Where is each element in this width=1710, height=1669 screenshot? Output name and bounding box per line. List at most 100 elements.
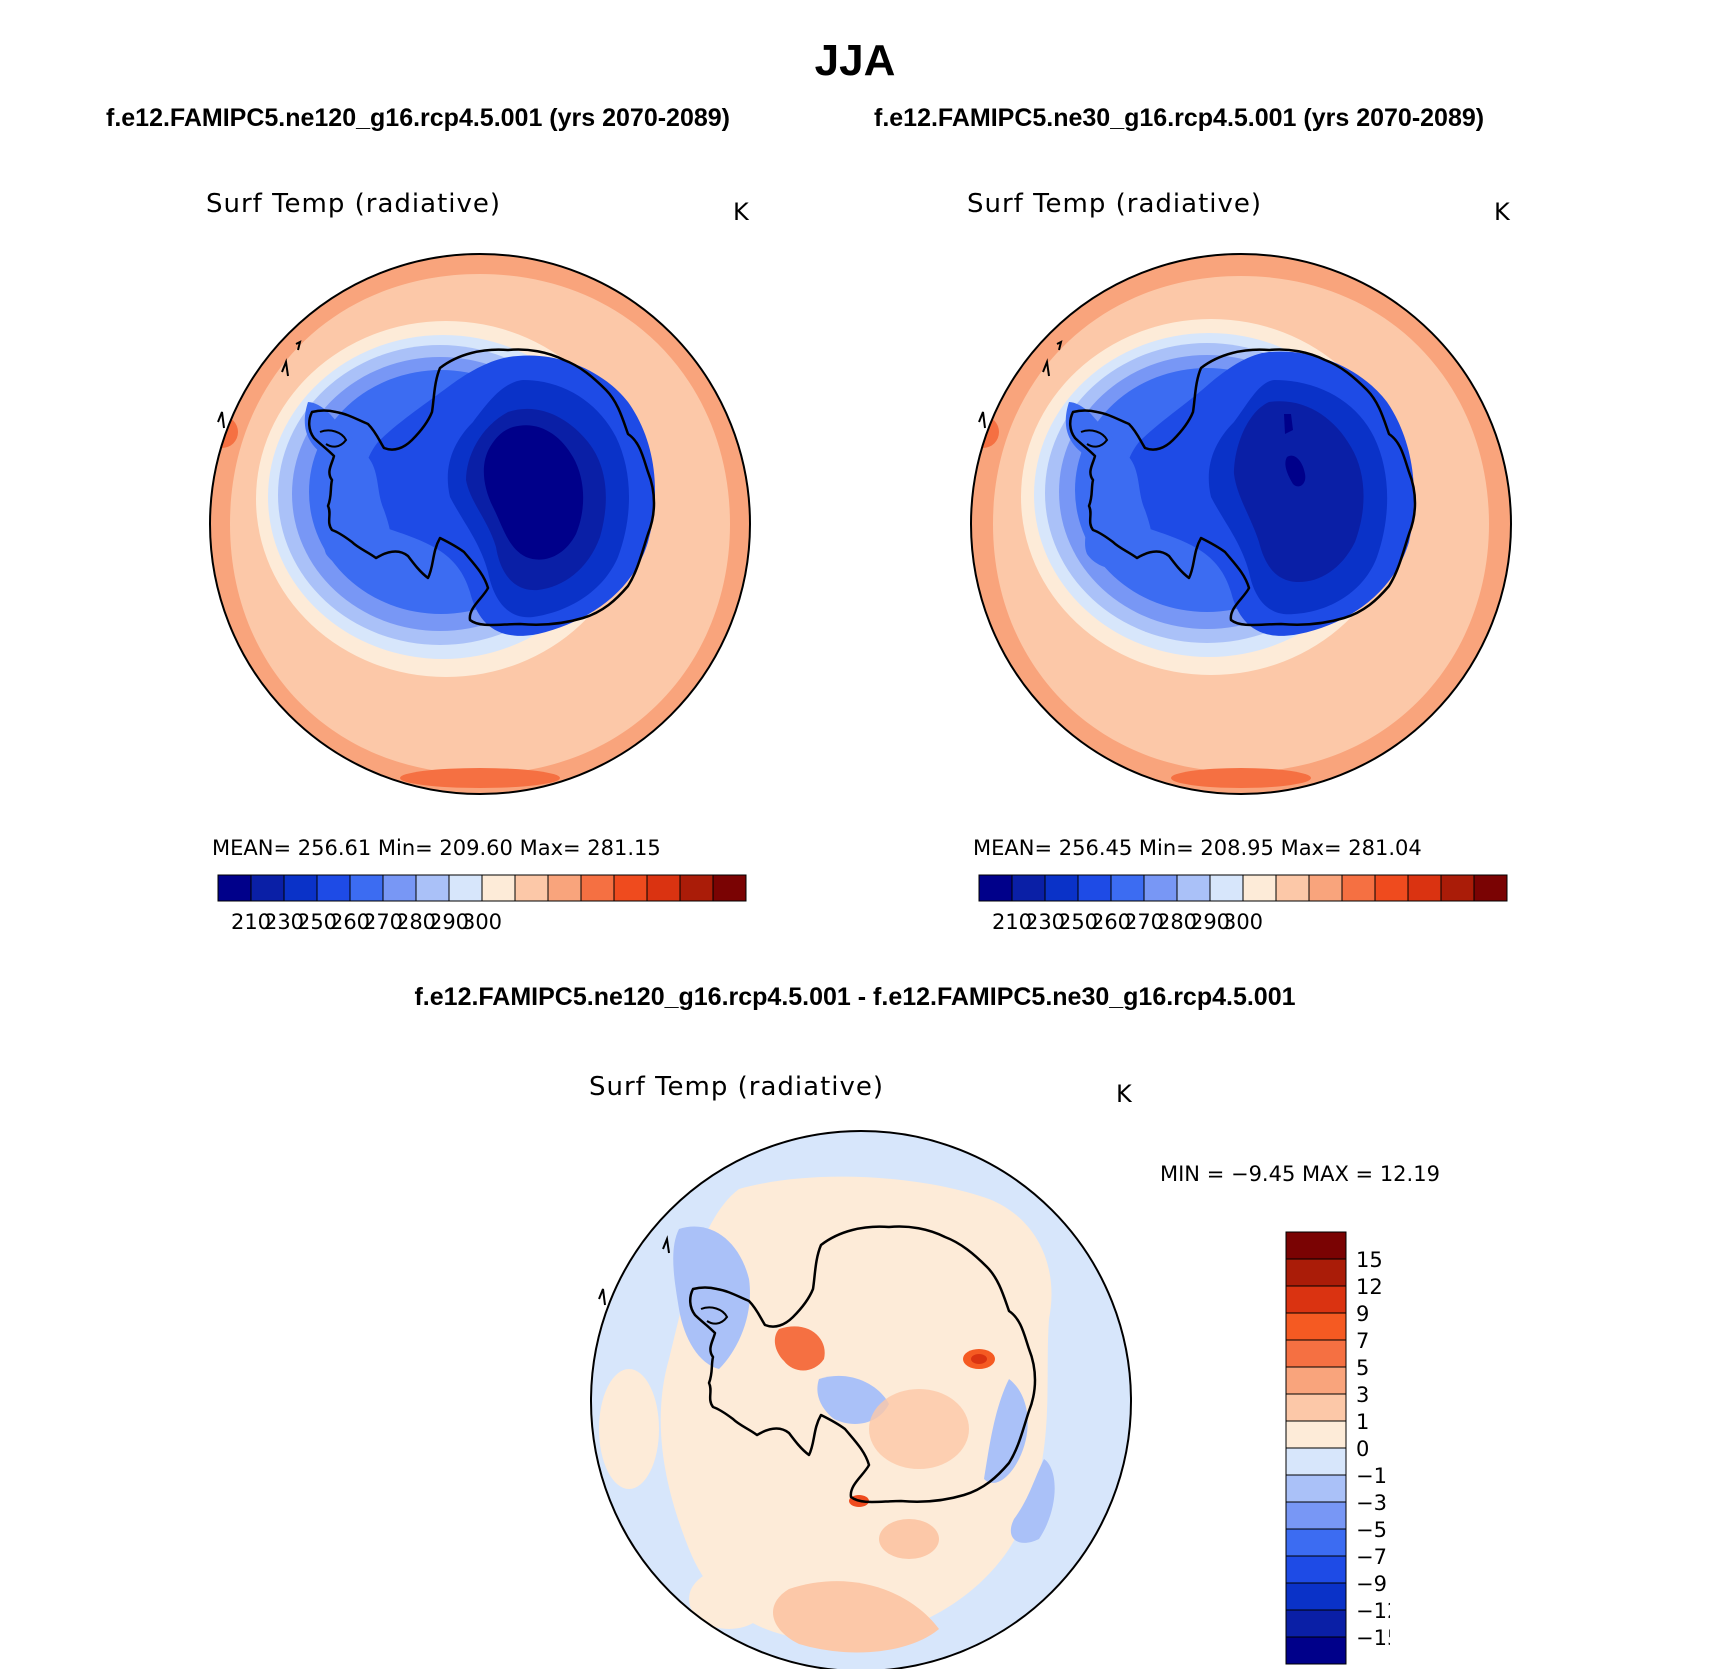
diff-map-svg: [590, 1130, 1132, 1669]
left-colorbar-swatch: [712, 874, 747, 902]
diff-stats: MIN = −9.45 MAX = 12.19: [1160, 1162, 1440, 1186]
figure-title: JJA: [814, 36, 896, 85]
diff-colorbar-tick-label: 5: [1356, 1356, 1369, 1380]
diff-colorbar-swatch: [1285, 1420, 1347, 1449]
left-colorbar-tick-label: 210: [231, 910, 271, 934]
right-map-svg: [970, 253, 1512, 795]
right-colorbar-tick-label: 290: [1190, 910, 1230, 934]
right-colorbar-swatch: [1341, 874, 1376, 902]
right-colorbar-tick-label: 270: [1124, 910, 1164, 934]
diff-unit-label: K: [1116, 1080, 1132, 1108]
left-colorbar-swatch: [283, 874, 318, 902]
right-colorbar-swatch: [1143, 874, 1178, 902]
difference-title: f.e12.FAMIPC5.ne120_g16.rcp4.5.001 - f.e…: [414, 983, 1296, 1011]
diff-colorbar-tick-label: 1: [1356, 1410, 1369, 1434]
right-colorbar-swatch: [1440, 874, 1475, 902]
left-colorbar-swatch: [514, 874, 549, 902]
right-colorbar-tick-label: 260: [1091, 910, 1131, 934]
left-colorbar-swatch: [250, 874, 285, 902]
diff-colorbar-swatch: [1285, 1582, 1347, 1611]
left-colorbar-swatch: [448, 874, 483, 902]
diff-colorbar-swatch: [1285, 1447, 1347, 1476]
right-colorbar-swatch: [978, 874, 1013, 902]
right-colorbar-swatch: [1044, 874, 1079, 902]
right-colorbar-tick-label: 250: [1058, 910, 1098, 934]
right-colorbar-swatch: [1011, 874, 1046, 902]
left-colorbar-swatch: [415, 874, 450, 902]
left-colorbar-tick-label: 260: [330, 910, 370, 934]
left-colorbar-tick-label: 290: [429, 910, 469, 934]
diff-colorbar-swatch: [1285, 1555, 1347, 1584]
left-colorbar-swatch: [217, 874, 252, 902]
right-unit-label: K: [1494, 198, 1510, 226]
diff-colorbar-swatch: [1285, 1258, 1347, 1287]
diff-colorbar-tick-label: −7: [1356, 1545, 1387, 1569]
diff-colorbar-swatch: [1285, 1285, 1347, 1314]
left-colorbar-swatch: [316, 874, 351, 902]
diff-colorbar-tick-label: −3: [1356, 1491, 1387, 1515]
diff-colorbar-tick-label: 12: [1356, 1275, 1383, 1299]
right-colorbar-swatch: [1407, 874, 1442, 902]
left-colorbar-swatch: [382, 874, 417, 902]
left-map-svg: [209, 253, 751, 795]
diff-colorbar-tick-label: 7: [1356, 1329, 1369, 1353]
left-colorbar-tick-label: 250: [297, 910, 337, 934]
diff-map-field: [591, 1131, 1131, 1669]
left-colorbar-swatch: [547, 874, 582, 902]
diff-colorbar-tick-label: 15: [1356, 1248, 1383, 1272]
left-variable-title: Surf Temp (radiative): [206, 189, 502, 219]
right-colorbar-swatch: [1374, 874, 1409, 902]
diff-colorbar-swatch: [1285, 1636, 1347, 1665]
left-colorbar-tick-label: 230: [264, 910, 304, 934]
left-colorbar-swatch: [613, 874, 648, 902]
diff-colorbar-swatch: [1285, 1366, 1347, 1395]
left-colorbar-tick-label: 280: [396, 910, 436, 934]
diff-colorbar: 15 12 9 7 5 3 1 0 −1 −3 −5 −7 −9 −12 −15: [1285, 1231, 1390, 1665]
diff-colorbar-swatch: [1285, 1609, 1347, 1638]
left-colorbar-swatch: [580, 874, 615, 902]
left-colorbar-swatch: [349, 874, 384, 902]
diff-variable-title: Surf Temp (radiative): [589, 1072, 885, 1102]
right-colorbar-tick-label: 300: [1223, 910, 1263, 934]
diff-colorbar-swatch: [1285, 1339, 1347, 1368]
right-colorbar-tick-label: 210: [992, 910, 1032, 934]
right-colorbar-swatch: [1242, 874, 1277, 902]
left-colorbar-swatch: [679, 874, 714, 902]
left-colorbar-tick-label: 270: [363, 910, 403, 934]
left-colorbar-swatch: [646, 874, 681, 902]
right-colorbar-swatch: [1209, 874, 1244, 902]
diff-colorbar-tick-label: −9: [1356, 1572, 1387, 1596]
right-colorbar-swatch: [1077, 874, 1112, 902]
left-colorbar-swatch: [481, 874, 516, 902]
right-colorbar-tick-label: 230: [1025, 910, 1065, 934]
diff-colorbar-tick-label: 9: [1356, 1302, 1369, 1326]
diff-colorbar-swatch: [1285, 1528, 1347, 1557]
diff-colorbar-tick-label: 0: [1356, 1437, 1369, 1461]
left-colorbar-tick-label: 300: [462, 910, 502, 934]
right-colorbar-tick-label: 280: [1157, 910, 1197, 934]
diff-colorbar-tick-label: −12: [1356, 1599, 1390, 1623]
diff-colorbar-swatch: [1285, 1312, 1347, 1341]
right-colorbar-swatch: [1275, 874, 1310, 902]
right-variable-title: Surf Temp (radiative): [967, 189, 1263, 219]
diff-colorbar-tick-label: 3: [1356, 1383, 1369, 1407]
left-case-title: f.e12.FAMIPC5.ne120_g16.rcp4.5.001 (yrs …: [106, 104, 730, 132]
right-colorbar-swatch: [1110, 874, 1145, 902]
left-stats: MEAN= 256.61 Min= 209.60 Max= 281.15: [212, 836, 661, 860]
right-map-field: [971, 254, 1511, 794]
diff-colorbar-tick-label: −5: [1356, 1518, 1387, 1542]
right-colorbar-swatch: [1308, 874, 1343, 902]
left-unit-label: K: [733, 198, 749, 226]
right-colorbar-swatch: [1473, 874, 1508, 902]
right-case-title: f.e12.FAMIPC5.ne30_g16.rcp4.5.001 (yrs 2…: [874, 104, 1485, 132]
diff-colorbar-tick-label: −1: [1356, 1464, 1387, 1488]
diff-colorbar-tick-label: −15: [1356, 1626, 1390, 1650]
right-stats: MEAN= 256.45 Min= 208.95 Max= 281.04: [973, 836, 1422, 860]
diff-colorbar-swatch: [1285, 1474, 1347, 1503]
right-colorbar-swatch: [1176, 874, 1211, 902]
diff-colorbar-swatch: [1285, 1231, 1347, 1260]
diff-colorbar-swatch: [1285, 1393, 1347, 1422]
diff-colorbar-swatch: [1285, 1501, 1347, 1530]
